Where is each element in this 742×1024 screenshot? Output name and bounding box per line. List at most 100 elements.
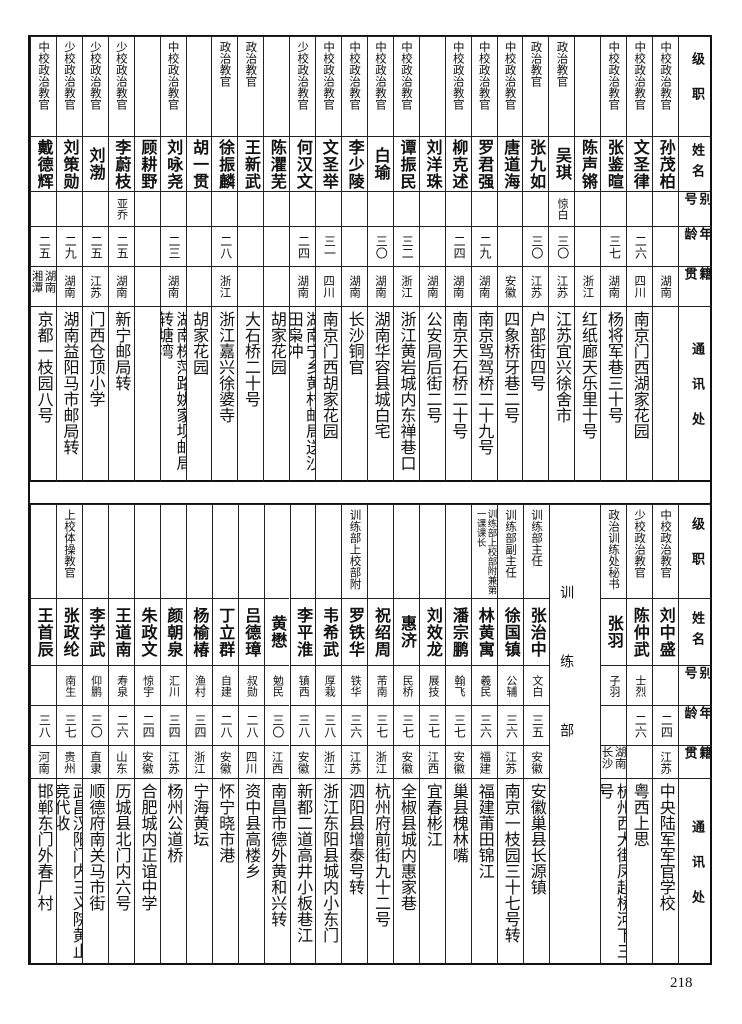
entry-address-cell: 安徽巢县长源镇 [523, 778, 549, 965]
entry-name-cell: 丁立群 [211, 598, 238, 665]
entry-rank-cell: 训练部副主任 [497, 504, 524, 598]
entry-age-cell: 二四 [289, 226, 316, 266]
entry-address: 京都一枝园八号 [34, 311, 54, 423]
entry-native: 浙江 [192, 750, 207, 774]
entry-rank-cell [418, 36, 445, 136]
entry-alias: 汇川 [167, 674, 181, 697]
entry-address-cell: 南昌市德外黄和兴转 [263, 778, 290, 965]
entry-rank-cell [367, 504, 394, 598]
entry-alias-cell: 自建 [211, 665, 238, 705]
header-rank-cell: 级职 [678, 504, 712, 598]
entry-address-cell [133, 306, 160, 482]
entry-native: 湖南 [348, 275, 363, 298]
header-alias-cell: 别号 [678, 191, 712, 226]
entry-address-cell: 湖南宁乡黄村邮局送沙田枭冲 [289, 306, 316, 482]
table-separator [28, 480, 712, 505]
entry-name-cell: 刘效龙 [419, 598, 446, 665]
entry-address-cell: 南京门西湖家花园 [626, 306, 653, 482]
entry-alias-cell: 仰鹏 [81, 665, 108, 705]
header-address-cell: 通讯处 [678, 306, 712, 482]
entry-alias: 芾南 [375, 674, 389, 697]
entry-rank: 训练部副主任 [504, 509, 519, 578]
header-age: 年龄 [681, 227, 712, 248]
entry-address: 武昌汉阳门内三义院黄止竞代收 [55, 783, 82, 959]
entry-native: 江苏 [529, 275, 544, 298]
entry-native: 四川 [633, 275, 648, 298]
entry-age-cell: 二四 [133, 705, 160, 745]
entry-name-cell: 陈声锵 [574, 136, 601, 191]
entry-address: 怀宁晓市港 [216, 783, 236, 863]
entry-address-cell: 合肥城内正谊中学 [133, 778, 160, 965]
entry-name: 孙茂柏 [656, 138, 676, 190]
entry-age: 二九 [477, 234, 492, 259]
entry-rank-cell [393, 504, 420, 598]
entry-age-cell [574, 226, 601, 266]
entry-alias: 子羽 [607, 674, 621, 697]
entry-name: 祝绍周 [372, 606, 391, 658]
entry-alias: 自建 [219, 674, 233, 697]
entry-rank-cell: 少校政治教官 [81, 36, 108, 136]
header-name-cell: 姓名 [678, 136, 712, 191]
entry-name-cell: 颜朝泉 [159, 598, 186, 665]
entry-native: 浙江 [322, 750, 337, 774]
header-address: 通讯处 [688, 342, 704, 447]
entry-rank: 少校政治教官 [296, 41, 311, 110]
entry-age-cell [185, 226, 212, 266]
entry-native-cell: 浙江 [392, 266, 419, 306]
entry-rank-cell: 中校政治教官 [600, 36, 627, 136]
entry-alias-cell: 公辅 [497, 665, 524, 705]
entry-address: 四象桥牙巷二号 [501, 311, 521, 423]
entry-native-cell: 四川 [237, 745, 264, 778]
entry-address-cell: 中央陆军军官学校 [652, 778, 678, 965]
entry-name: 黄懋 [268, 615, 288, 649]
entry-address-cell: 杨州公道桥 [159, 778, 186, 965]
entry-name: 张羽 [604, 615, 624, 649]
entry-address-cell: 湖南株萍路姚家坝邮局转塘湾 [159, 306, 186, 482]
entry-age: 二四 [452, 234, 467, 259]
entry-address-cell: 全椒县城内惠家巷 [393, 778, 420, 965]
entry-name-cell: 张鉴暄 [600, 136, 627, 191]
entry-age: 三七 [426, 713, 441, 738]
entry-alias-cell [341, 191, 367, 226]
entry-address-cell: 南京骂驾桥二十九号 [470, 306, 497, 482]
entry-rank-cell [237, 504, 264, 598]
bottom-roster-table: 级职 姓名 别号 年龄 籍贯 通讯处 中校政治教官 刘中盛 二四 江苏 中央陆军军官学校 少校政治教官… [28, 503, 712, 965]
entry-name-cell: 祝绍周 [367, 598, 394, 665]
entry-name-cell: 刘渤 [81, 136, 108, 191]
entry-name: 李少陵 [345, 138, 365, 190]
entry-native-cell: 湖南 [159, 266, 186, 306]
entry-native: 湖南 [166, 275, 181, 298]
entry-age-cell: 三四 [159, 705, 186, 745]
entry-alias-cell: 民桥 [393, 665, 420, 705]
entry-native: 湖南 [114, 275, 129, 298]
header-age-cell: 年龄 [678, 226, 712, 266]
entry-address-cell: 京都一枝园八号 [30, 306, 56, 482]
entry-native: 安徽 [296, 750, 311, 774]
entry-address-cell: 公安局后街二号 [418, 306, 445, 482]
entry-rank: 政治教官 [529, 41, 544, 87]
entry-age-cell: 二八 [211, 705, 238, 745]
entry-age-cell: 三七 [393, 705, 420, 745]
entry-address-cell: 长沙铜官 [341, 306, 367, 482]
header-name: 姓名 [688, 143, 704, 185]
entry-address: 新宁邮局转 [112, 311, 132, 391]
entry-rank-cell: 中校政治教官 [652, 504, 678, 598]
entry-native-cell [185, 266, 212, 306]
entry-alias: 文白 [530, 674, 544, 697]
entry-rank: 少校政治教官 [62, 41, 77, 110]
entry-rank: 中校政治教官 [451, 41, 466, 110]
entry-native: 安徽 [140, 750, 155, 774]
entry-age: 二五 [89, 234, 104, 259]
entry-age: 二五 [115, 234, 130, 259]
entry-native: 安徽 [452, 750, 467, 774]
entry-alias-cell: 亚乔 [107, 191, 134, 226]
entry-alias: 惊白 [556, 198, 570, 220]
entry-address: 南京骂驾桥二十九号 [475, 311, 495, 455]
entry-name-cell: 徐振麟 [211, 136, 238, 191]
entry-name-cell: 胡一贯 [185, 136, 212, 191]
entry-rank-cell: 中校政治教官 [652, 36, 678, 136]
header-native: 籍贯 [681, 267, 712, 288]
entry-age: 三七 [400, 713, 415, 738]
entry-address: 新都二道高井小板巷江 [294, 783, 314, 943]
entry-age-cell: 二六 [626, 226, 653, 266]
